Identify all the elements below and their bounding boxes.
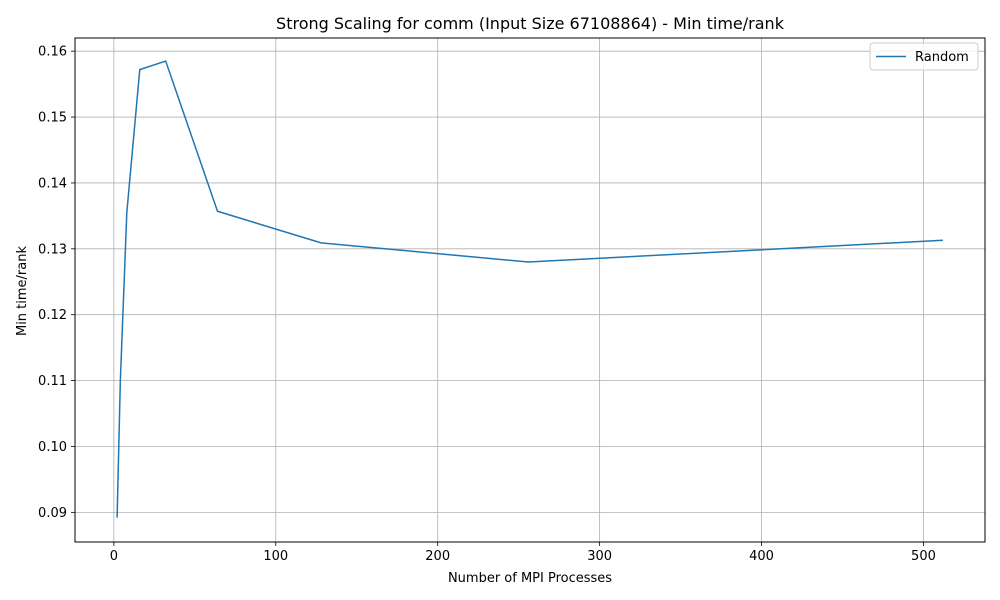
legend-label: Random <box>915 50 969 65</box>
y-tick-label: 0.11 <box>38 374 67 389</box>
x-axis-ticks: 0 100 200 300 400 500 <box>110 542 936 564</box>
y-axis-label: Min time/rank <box>15 246 30 337</box>
series-layer <box>116 60 943 518</box>
x-tick-label: 300 <box>587 549 612 564</box>
y-axis-ticks: 0.09 0.10 0.11 0.12 0.13 0.14 0.15 0.16 <box>38 45 75 521</box>
y-tick-label: 0.12 <box>38 308 67 323</box>
y-tick-label: 0.09 <box>38 506 67 521</box>
plot-area-frame <box>74 37 986 543</box>
x-tick-label: 0 <box>110 549 118 564</box>
x-tick-label: 400 <box>749 549 774 564</box>
grid <box>75 38 985 542</box>
x-axis-label: Number of MPI Processes <box>448 571 612 586</box>
x-tick-label: 200 <box>425 549 450 564</box>
y-tick-label: 0.10 <box>38 440 67 455</box>
y-tick-label: 0.16 <box>38 45 67 60</box>
y-tick-label: 0.13 <box>38 242 67 257</box>
x-tick-label: 100 <box>263 549 288 564</box>
y-tick-label: 0.15 <box>38 111 67 126</box>
chart-title: Strong Scaling for comm (Input Size 6710… <box>276 14 785 33</box>
legend: Random <box>869 42 979 71</box>
series-line-random <box>116 60 943 518</box>
y-tick-label: 0.14 <box>38 176 67 191</box>
legend-box <box>869 42 979 71</box>
x-tick-label: 500 <box>911 549 936 564</box>
